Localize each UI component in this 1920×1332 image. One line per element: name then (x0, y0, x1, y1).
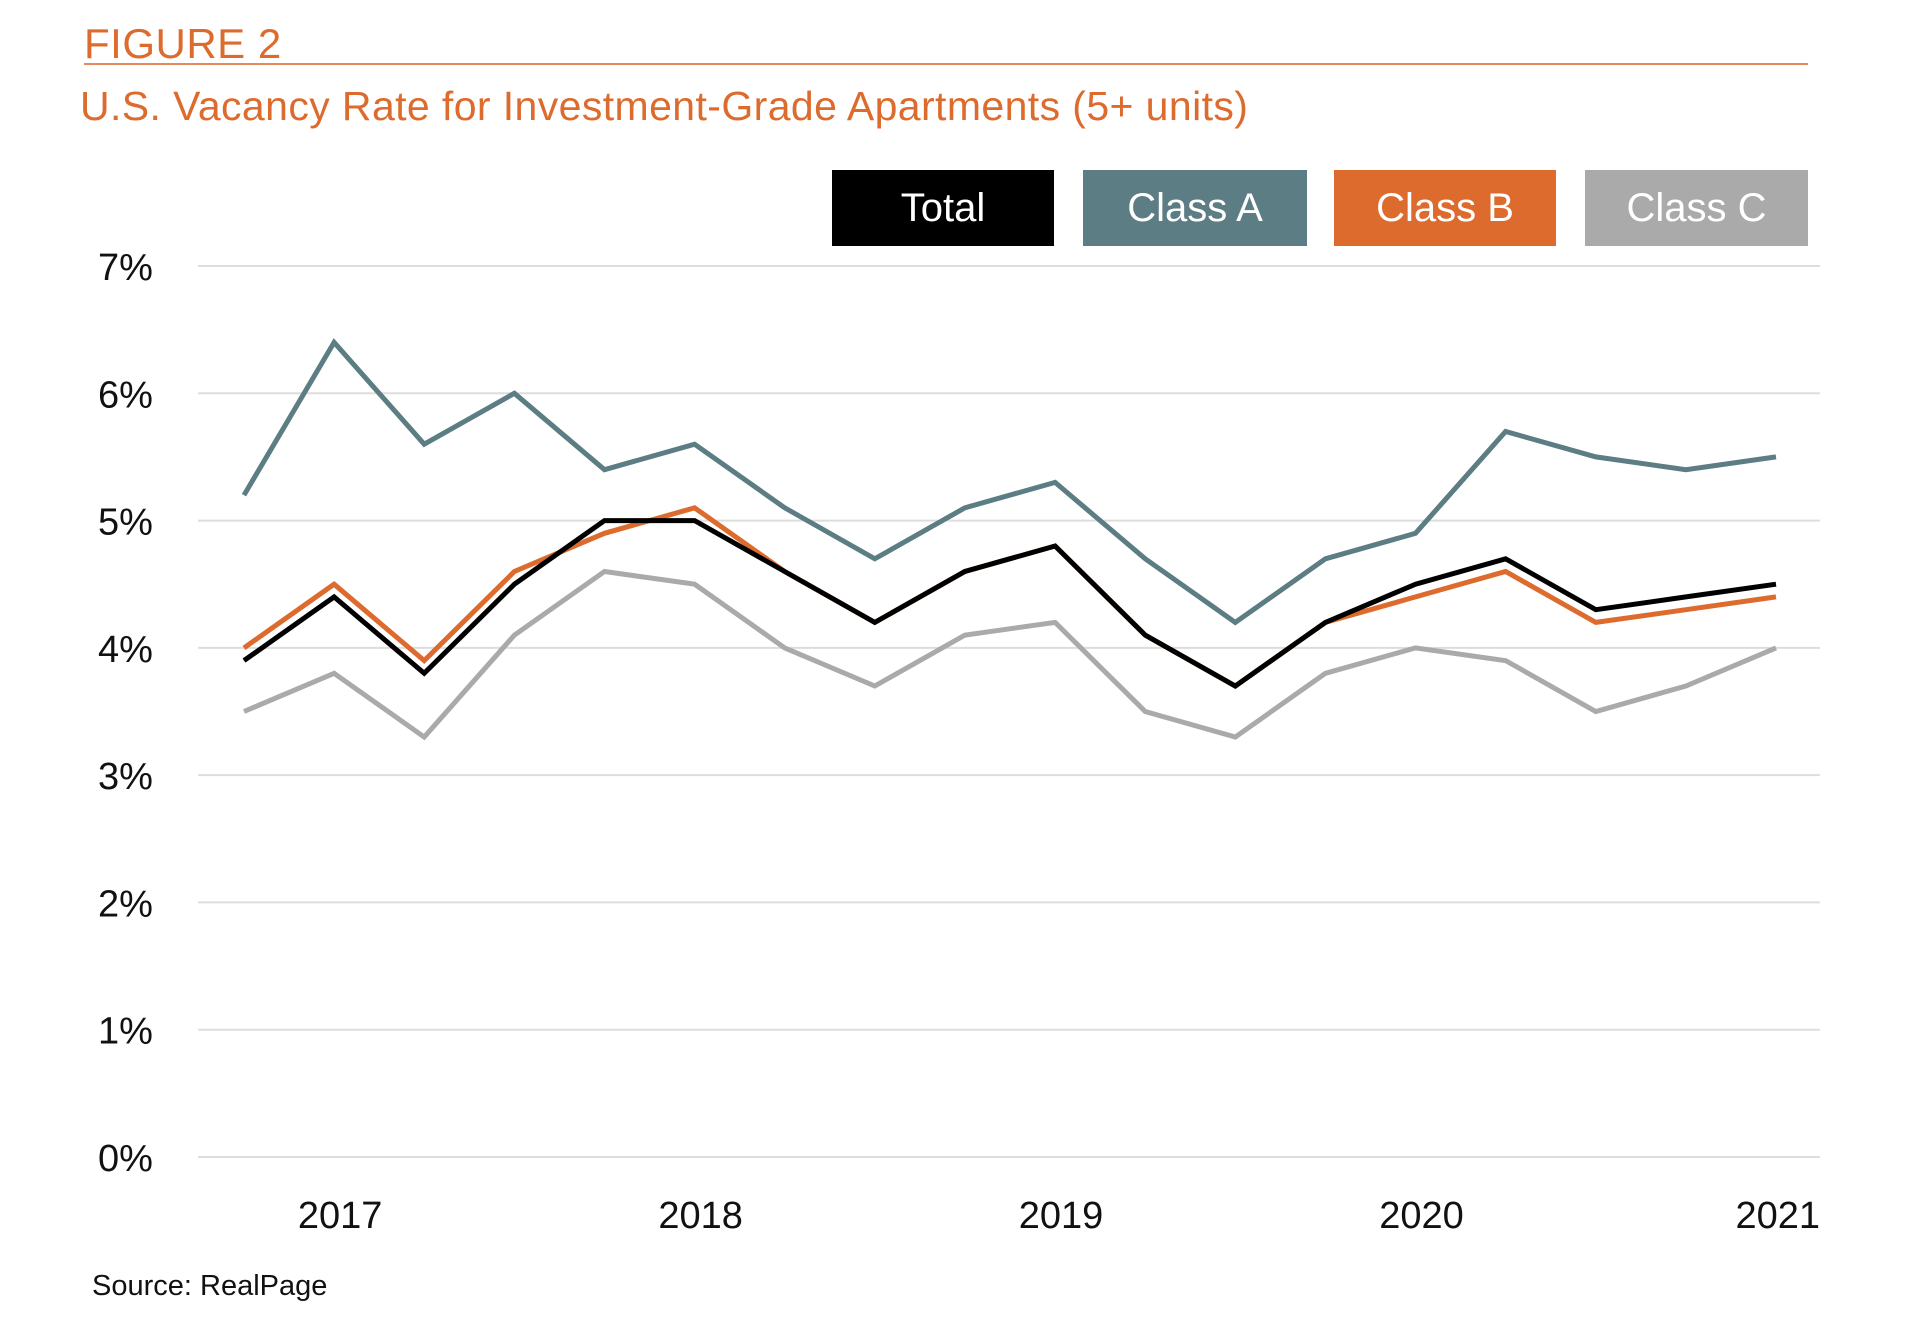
y-tick-label: 6% (98, 374, 153, 416)
x-tick-label: 2020 (1379, 1195, 1464, 1237)
y-axis-ticks: 0% 1% 2% 3% 4% 5% 6% 7% (98, 247, 153, 1180)
grid-lines (198, 265, 1820, 1158)
y-tick-label: 1% (98, 1011, 153, 1053)
series-line-total (242, 518, 1777, 689)
series-line-class-b (242, 505, 1777, 689)
x-tick-label: 2021 (1735, 1195, 1820, 1237)
series-lines (241, 338, 1777, 741)
legend-item-class-a: Class A (1083, 170, 1307, 246)
x-axis-ticks: 2017 2018 2019 2020 2021 (298, 1195, 1820, 1237)
series-line-class-c (243, 568, 1777, 741)
y-tick-label: 3% (98, 756, 153, 798)
legend-item-class-c: Class C (1585, 170, 1808, 246)
y-tick-label: 7% (98, 247, 153, 289)
x-tick-label: 2019 (1019, 1195, 1104, 1237)
legend-item-total: Total (832, 170, 1054, 246)
y-tick-label: 2% (98, 883, 153, 925)
header-rule (84, 63, 1808, 65)
series-line-class-a (241, 338, 1777, 626)
y-tick-label: 5% (98, 502, 153, 544)
x-tick-label: 2018 (658, 1195, 743, 1237)
chart-title: U.S. Vacancy Rate for Investment-Grade A… (80, 83, 1249, 129)
legend-item-class-b: Class B (1334, 170, 1556, 246)
source-note: Source: RealPage (92, 1270, 328, 1302)
y-tick-label: 0% (98, 1138, 153, 1180)
x-tick-label: 2017 (298, 1195, 383, 1237)
y-tick-label: 4% (98, 629, 153, 671)
figure-label: FIGURE 2 (84, 20, 282, 67)
